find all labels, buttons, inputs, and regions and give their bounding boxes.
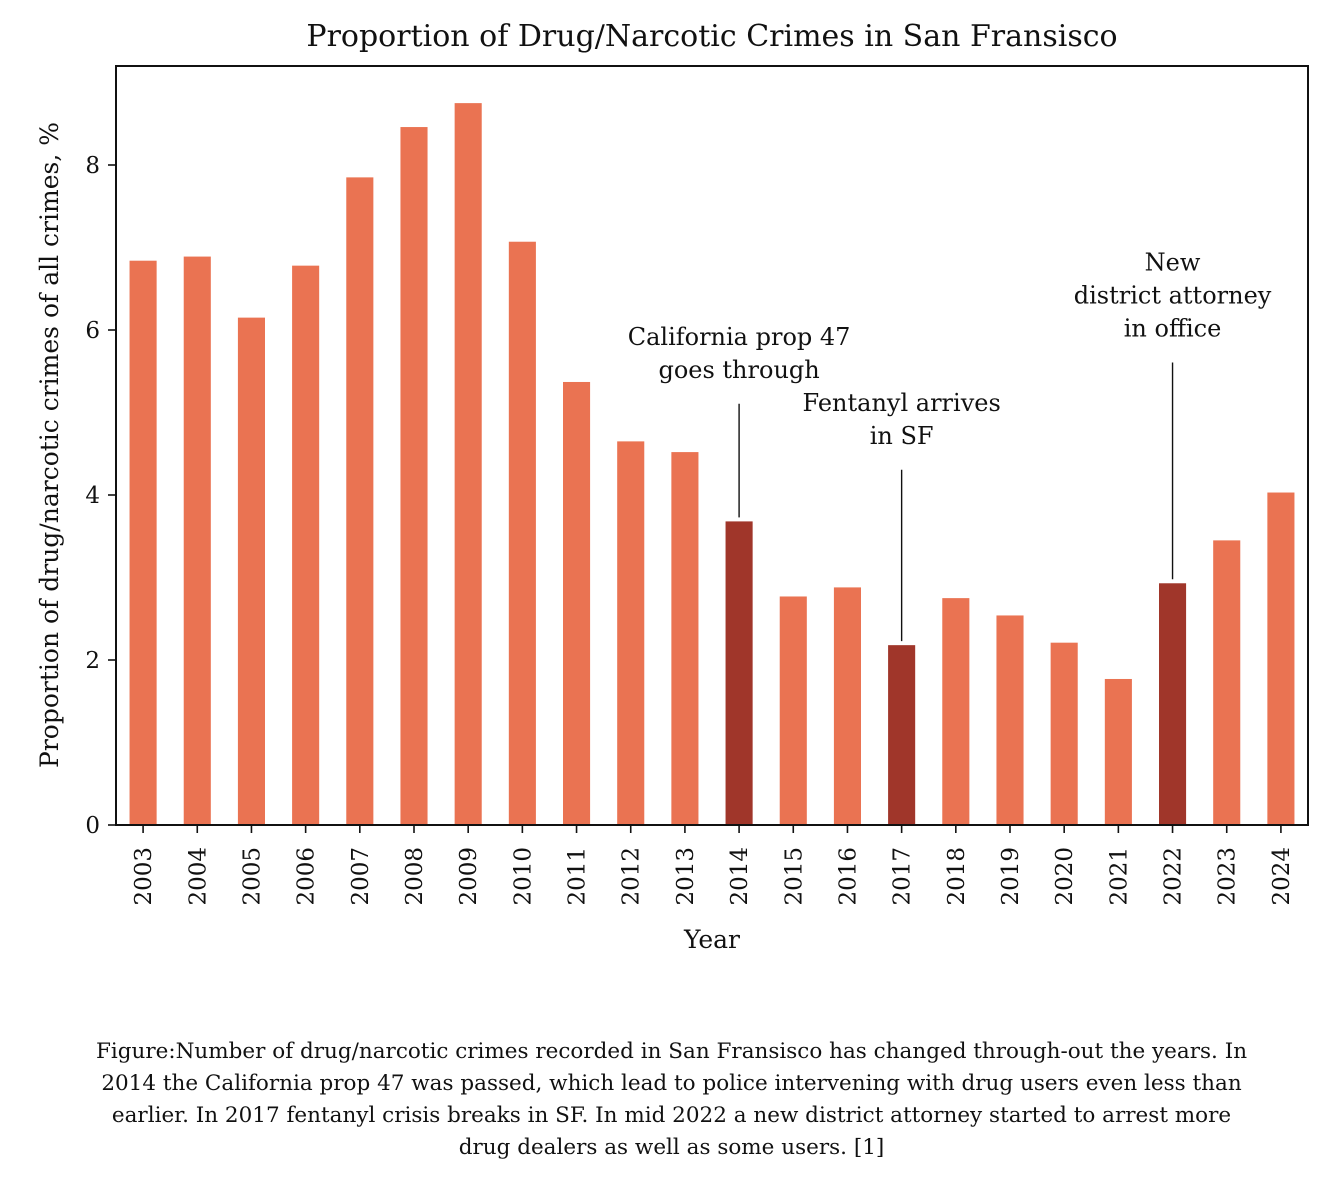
y-tick-label: 2 — [85, 648, 100, 674]
x-tick-label: 2017 — [890, 847, 916, 906]
bar-2021 — [1104, 678, 1132, 825]
bar-2010 — [508, 241, 536, 826]
x-tick-label: 2011 — [565, 847, 591, 906]
y-tick-label: 6 — [85, 318, 100, 344]
caption-line: drug dealers as well as some users. [1] — [458, 1135, 885, 1160]
x-tick-label: 2014 — [727, 847, 753, 906]
annotation-text-2022: New — [1145, 249, 1201, 277]
annotation-text-2014: California prop 47 — [628, 323, 851, 351]
bar-2009 — [454, 103, 482, 825]
bar-2016 — [833, 587, 861, 825]
bar-2013 — [671, 452, 699, 825]
annotation-text-2017: in SF — [870, 422, 934, 450]
x-tick-label: 2003 — [131, 847, 157, 906]
y-tick-label: 0 — [85, 813, 100, 839]
bar-2007 — [346, 177, 374, 825]
bar-2020 — [1050, 642, 1078, 825]
x-tick-label: 2006 — [294, 847, 320, 906]
annotations-group: California prop 47 goes through Fentanyl a… — [628, 249, 1272, 642]
x-axis: 2003 2004 2005 2006 2007 2008 2009 2010 2011 2012… — [131, 825, 1295, 906]
annotation-text-2017: Fentanyl arrives — [802, 389, 1000, 417]
annotation-text-2022: in office — [1124, 315, 1222, 343]
bar-2004 — [183, 256, 211, 825]
y-axis-label: Proportion of drug/narcotic crimes of al… — [35, 122, 64, 768]
bar-2005 — [237, 317, 265, 825]
bar-2019 — [996, 615, 1024, 825]
plot-frame — [115, 65, 1309, 826]
x-tick-label: 2009 — [456, 847, 482, 906]
y-tick-label: 4 — [85, 483, 100, 509]
annotation-text-2022: district attorney — [1074, 282, 1272, 310]
chart-title: Proportion of Drug/Narcotic Crimes in Sa… — [306, 19, 1117, 54]
caption-line: 2014 the California prop 47 was passed, … — [101, 1071, 1242, 1096]
x-tick-label: 2016 — [835, 847, 861, 906]
bar-2024 — [1267, 492, 1295, 825]
caption-line: earlier. In 2017 fentanyl crisis breaks … — [111, 1103, 1232, 1128]
caption-line: Figure:Number of drug/narcotic crimes re… — [95, 1039, 1248, 1064]
x-tick-label: 2013 — [673, 847, 699, 906]
x-tick-label: 2022 — [1161, 847, 1187, 906]
x-tick-label: 2024 — [1269, 847, 1295, 906]
x-tick-label: 2012 — [619, 847, 645, 906]
x-tick-label: 2018 — [944, 847, 970, 906]
x-tick-label: 2021 — [1106, 847, 1132, 906]
figure-caption: Figure:Number of drug/narcotic crimes re… — [0, 1036, 1343, 1164]
bar-2023 — [1213, 540, 1241, 825]
bar-2006 — [292, 265, 320, 825]
bar-2012 — [617, 441, 645, 825]
x-tick-label: 2010 — [510, 847, 536, 906]
bar-2022 — [1159, 583, 1187, 825]
bars-group — [129, 103, 1295, 826]
x-tick-label: 2015 — [781, 847, 807, 906]
x-tick-label: 2008 — [402, 847, 428, 906]
x-tick-label: 2023 — [1215, 847, 1241, 906]
x-tick-label: 2004 — [185, 847, 211, 906]
x-tick-label: 2007 — [348, 847, 374, 906]
x-axis-label: Year — [683, 925, 740, 954]
annotation-text-2014: goes through — [658, 356, 819, 384]
y-tick-label: 8 — [85, 153, 100, 179]
bar-2018 — [942, 598, 970, 825]
bar-2017 — [888, 645, 916, 825]
bar-2015 — [779, 596, 807, 825]
y-axis: 0 2 4 6 8 — [85, 153, 116, 839]
x-tick-label: 2019 — [998, 847, 1024, 906]
bar-2003 — [129, 260, 157, 825]
x-tick-label: 2020 — [1052, 847, 1078, 906]
bar-2014 — [725, 521, 753, 825]
bar-2008 — [400, 127, 428, 826]
bar-2011 — [563, 381, 591, 825]
bar-chart: Proportion of Drug/Narcotic Crimes in Sa… — [35, 19, 1309, 954]
x-tick-label: 2005 — [239, 847, 265, 906]
